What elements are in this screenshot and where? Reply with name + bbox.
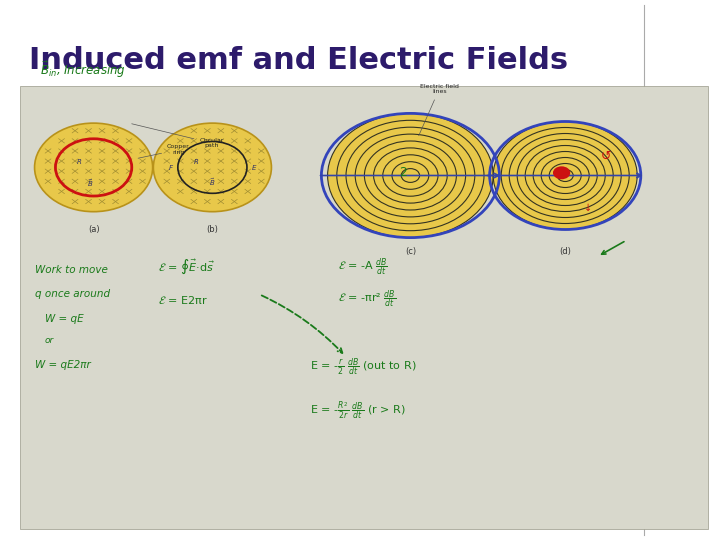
- Text: $2$: $2$: [399, 166, 408, 179]
- Text: $\vec{B}$: $\vec{B}$: [87, 178, 93, 190]
- Text: q once around: q once around: [35, 289, 109, 299]
- Text: (d): (d): [559, 247, 571, 255]
- Text: Work to move: Work to move: [35, 265, 107, 275]
- Text: or: or: [45, 336, 54, 345]
- Text: $\mathcal{E}$ = -A $\frac{dB}{dt}$: $\mathcal{E}$ = -A $\frac{dB}{dt}$: [338, 256, 388, 278]
- Text: (a): (a): [88, 225, 99, 234]
- Text: (c): (c): [405, 247, 416, 255]
- Text: Electric field
lines: Electric field lines: [419, 84, 459, 136]
- Text: $\vec{B}_{in}$, Increasing: $\vec{B}_{in}$, Increasing: [40, 60, 125, 80]
- Circle shape: [153, 123, 271, 212]
- Text: $E$: $E$: [251, 163, 257, 172]
- Text: $\downarrow$: $\downarrow$: [582, 202, 592, 213]
- Circle shape: [328, 113, 493, 238]
- Text: $\mathcal{E}$ = $\oint\vec{E}$·d$\vec{s}$: $\mathcal{E}$ = $\oint\vec{E}$·d$\vec{s}…: [158, 258, 215, 276]
- Text: Circular
path: Circular path: [132, 124, 224, 149]
- Text: $R$: $R$: [76, 158, 82, 166]
- Text: W = qE2πr: W = qE2πr: [35, 360, 90, 369]
- Text: (b): (b): [207, 225, 218, 234]
- Circle shape: [553, 166, 570, 179]
- Text: $\vec{B}$: $\vec{B}$: [210, 177, 215, 188]
- Text: W = qE: W = qE: [45, 314, 84, 323]
- Text: $R$: $R$: [194, 158, 199, 166]
- Text: $\mathcal{E}$ = -πr² $\frac{dB}{dt}$: $\mathcal{E}$ = -πr² $\frac{dB}{dt}$: [338, 289, 397, 310]
- Text: $\mathcal{E}$ = E2πr: $\mathcal{E}$ = E2πr: [158, 294, 208, 306]
- Text: $F$: $F$: [168, 163, 174, 172]
- Circle shape: [35, 123, 153, 212]
- Text: E = -$\frac{R^2}{2r}$ $\frac{dB}{dt}$ (r > R): E = -$\frac{R^2}{2r}$ $\frac{dB}{dt}$ (r…: [310, 400, 405, 421]
- Text: Copper
ring: Copper ring: [138, 144, 190, 158]
- Text: E = -$\frac{r}{2}$ $\frac{dB}{dt}$ (out to R): E = -$\frac{r}{2}$ $\frac{dB}{dt}$ (out …: [310, 356, 416, 378]
- Text: Induced emf and Electric Fields: Induced emf and Electric Fields: [29, 46, 568, 75]
- Circle shape: [493, 122, 637, 230]
- Text: $\circlearrowleft$: $\circlearrowleft$: [598, 150, 612, 163]
- FancyBboxPatch shape: [20, 86, 708, 529]
